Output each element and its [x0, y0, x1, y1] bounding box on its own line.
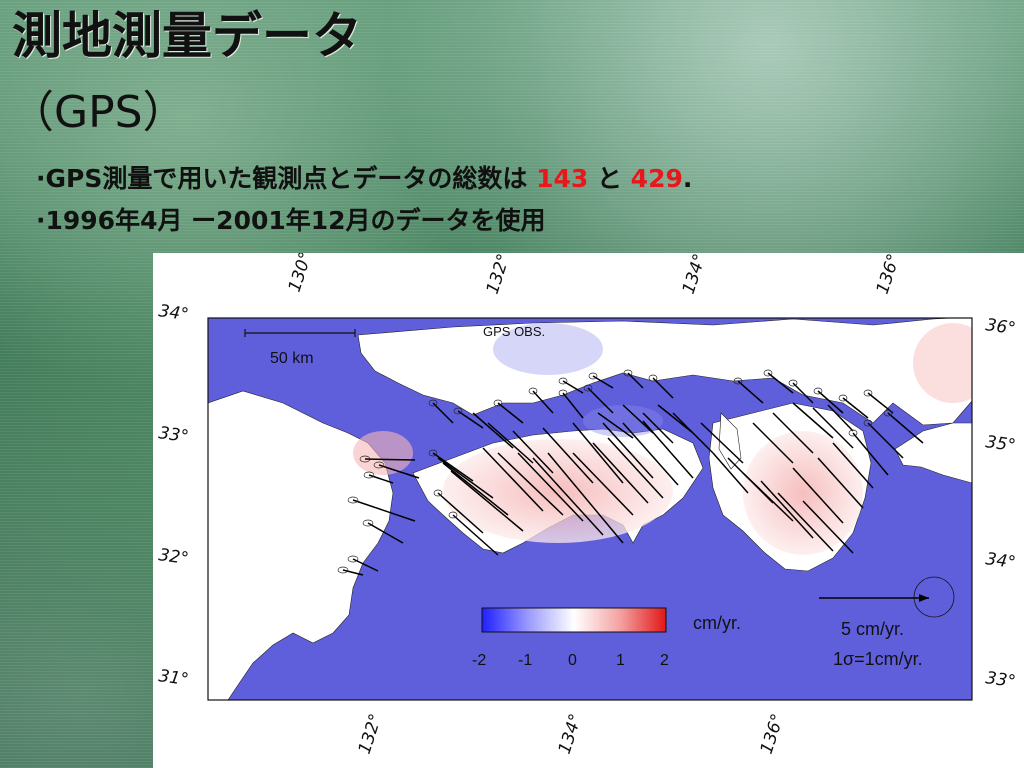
legend-sigma-circle — [913, 576, 955, 618]
colorbar-tick: 0 — [568, 652, 577, 669]
land-east-peninsula — [894, 422, 972, 484]
bottom-lon-tick: 134° — [555, 711, 587, 756]
right-lat-tick: 34° — [984, 549, 1017, 573]
slide-title: 測地測量データ — [12, 7, 362, 65]
slide-subtitle: （GPS） — [10, 87, 187, 138]
colorbar-tick: 1 — [616, 652, 625, 669]
legend-arrowhead — [919, 594, 929, 602]
top-lon-tick: 132° — [483, 253, 515, 297]
scale-bar — [244, 329, 356, 337]
right-lat-tick: 36° — [984, 315, 1017, 339]
scale-bar-label: 50 km — [270, 350, 314, 367]
bullet-date-range: ·1996年4月 ー2001年12月のデータを使用 — [36, 206, 546, 235]
map-label: GPS OBS. — [483, 324, 545, 339]
colorbar-unit: cm/yr. — [693, 613, 741, 633]
bottom-lon-tick: 132° — [355, 711, 387, 756]
colorbar — [481, 607, 667, 633]
bottom-lon-tick: 136° — [757, 711, 789, 756]
left-lat-tick: 31° — [157, 666, 190, 690]
top-lon-tick: 130° — [285, 253, 317, 295]
error-ellipses — [337, 369, 893, 574]
gps-velocity-map: 50 km GPS OBS. 130° 132° 134° 136° 132° … — [153, 253, 1024, 768]
legend-sigma-label: 1σ=1cm/yr. — [833, 649, 923, 669]
bullet-total-suffix: . — [682, 164, 693, 193]
uplift-zone-kii — [743, 431, 863, 555]
bullet-total-mid: と — [588, 164, 631, 193]
gps-velocity-vectors — [342, 372, 924, 576]
map-figure: 50 km GPS OBS. 130° 132° 134° 136° 132° … — [157, 253, 1017, 757]
right-lat-tick: 33° — [984, 668, 1017, 692]
left-lat-tick: 34° — [157, 301, 190, 325]
top-lon-tick: 134° — [679, 253, 711, 297]
top-lon-tick: 136° — [873, 253, 905, 297]
left-lat-tick: 33° — [157, 423, 190, 447]
right-lat-tick: 35° — [984, 432, 1017, 456]
station-count: 143 — [536, 164, 589, 193]
map-frame — [207, 317, 973, 701]
data-count: 429 — [630, 164, 683, 193]
land-kyushu — [208, 390, 394, 700]
uplift-zone-shikoku — [443, 439, 673, 543]
colorbar-tick: 2 — [660, 652, 669, 669]
colorbar-tick: -1 — [518, 652, 532, 669]
uplift-zone-east — [913, 323, 972, 403]
subsidence-zone-north — [493, 323, 603, 375]
left-lat-tick: 32° — [157, 545, 190, 569]
bullet-total-prefix: ·GPS測量で用いた観測点とデータの総数は — [36, 164, 537, 193]
legend-arrow-label: 5 cm/yr. — [841, 619, 904, 639]
uplift-zone-kyushu — [353, 431, 413, 475]
bullet-total-count: ·GPS測量で用いた観測点とデータの総数は 143 と 429. — [36, 164, 692, 194]
colorbar-tick: -2 — [472, 652, 486, 669]
